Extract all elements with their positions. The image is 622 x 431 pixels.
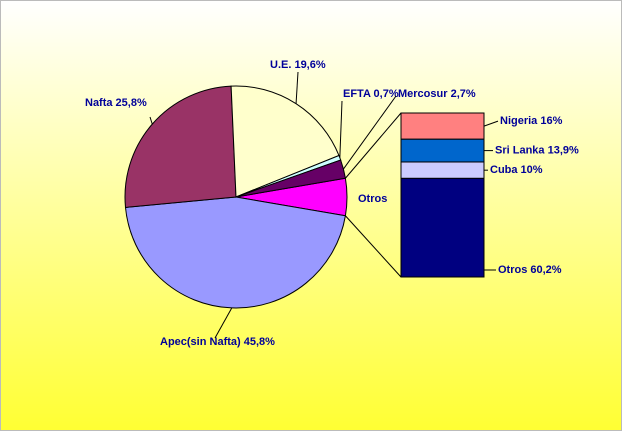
leader-line [483,120,499,127]
connector [345,112,402,179]
pie-label: EFTA 0,7% [343,88,399,100]
bar-segment [400,177,485,278]
bar-segment [400,161,485,179]
pie-label: Mercosur 2,7% [398,88,476,100]
pie-slice [124,196,346,309]
leader-line [343,95,397,170]
connector [345,215,402,278]
leader-line [339,100,343,158]
bar-label: Otros 60,2% [498,264,562,276]
pie-slice [230,85,340,198]
bar-label: Sri Lanka 13,9% [495,145,579,157]
pie-label: Otros [358,193,387,205]
leader-line [295,71,299,104]
pie-label: Apec(sin Nafta) 45,8% [160,336,275,348]
leader-line [214,307,233,339]
pie-label: Nafta 25,8% [85,97,147,109]
pie-label: U.E. 19,6% [270,59,326,71]
pie-slice [124,85,237,208]
bar-label: Nigeria 16% [500,115,563,127]
bar-label: Cuba 10% [490,164,543,176]
bar-segment [400,138,485,163]
bar-segment [400,112,485,140]
leader-line [149,116,153,125]
